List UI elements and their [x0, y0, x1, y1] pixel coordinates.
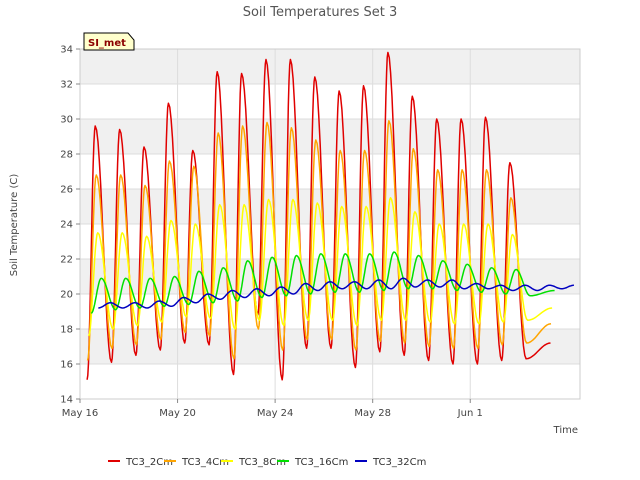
legend-label: TC3_8Cm — [238, 457, 286, 468]
x-tick-label: May 16 — [62, 408, 99, 419]
legend-label: TC3_32Cm — [372, 457, 426, 468]
y-tick-label: 28 — [60, 150, 73, 161]
y-tick-label: 30 — [60, 115, 73, 126]
legend-label: TC3_4Cm — [181, 457, 229, 468]
series-line-tc3-4cm — [86, 120, 552, 361]
legend-label: TC3_2Cm — [125, 457, 173, 468]
y-tick-label: 26 — [60, 185, 73, 196]
series-lines — [86, 51, 574, 381]
y-tick-label: 16 — [60, 360, 73, 371]
x-axis-label: Time — [553, 425, 578, 436]
station-label-box: SI_met — [83, 32, 135, 51]
x-tick-label: May 28 — [354, 408, 391, 419]
x-tick-label: May 24 — [257, 408, 294, 419]
station-label-tag — [83, 32, 135, 51]
x-tick-label: Jun 1 — [457, 408, 483, 419]
y-tick-label: 14 — [60, 395, 73, 406]
y-tick-label: 34 — [60, 45, 73, 56]
chart-title: Soil Temperatures Set 3 — [243, 5, 398, 20]
y-tick-label: 32 — [60, 80, 73, 91]
background-band — [80, 49, 580, 84]
station-label: SI_met — [88, 38, 126, 49]
background-band — [80, 119, 580, 154]
legend: TC3_2Cm TC3_4Cm TC3_8Cm TC3_16Cm TC3_32Cm — [108, 457, 426, 468]
y-axis-ticks: 14 16 18 20 22 24 26 28 30 32 34 — [60, 45, 80, 406]
y-tick-label: 24 — [60, 220, 73, 231]
x-tick-label: May 20 — [159, 408, 196, 419]
legend-label: TC3_16Cm — [294, 457, 348, 468]
y-tick-label: 20 — [60, 290, 73, 301]
background-band — [80, 189, 580, 224]
y-tick-label: 18 — [60, 325, 73, 336]
y-tick-label: 22 — [60, 255, 73, 266]
y-axis-label: Soil Temperature (C) — [9, 174, 20, 277]
series-line-tc3-32cm — [98, 277, 574, 309]
x-axis-ticks: May 16 May 20 May 24 May 28 Jun 1 — [62, 399, 483, 419]
series-line-tc3-8cm — [87, 197, 553, 337]
